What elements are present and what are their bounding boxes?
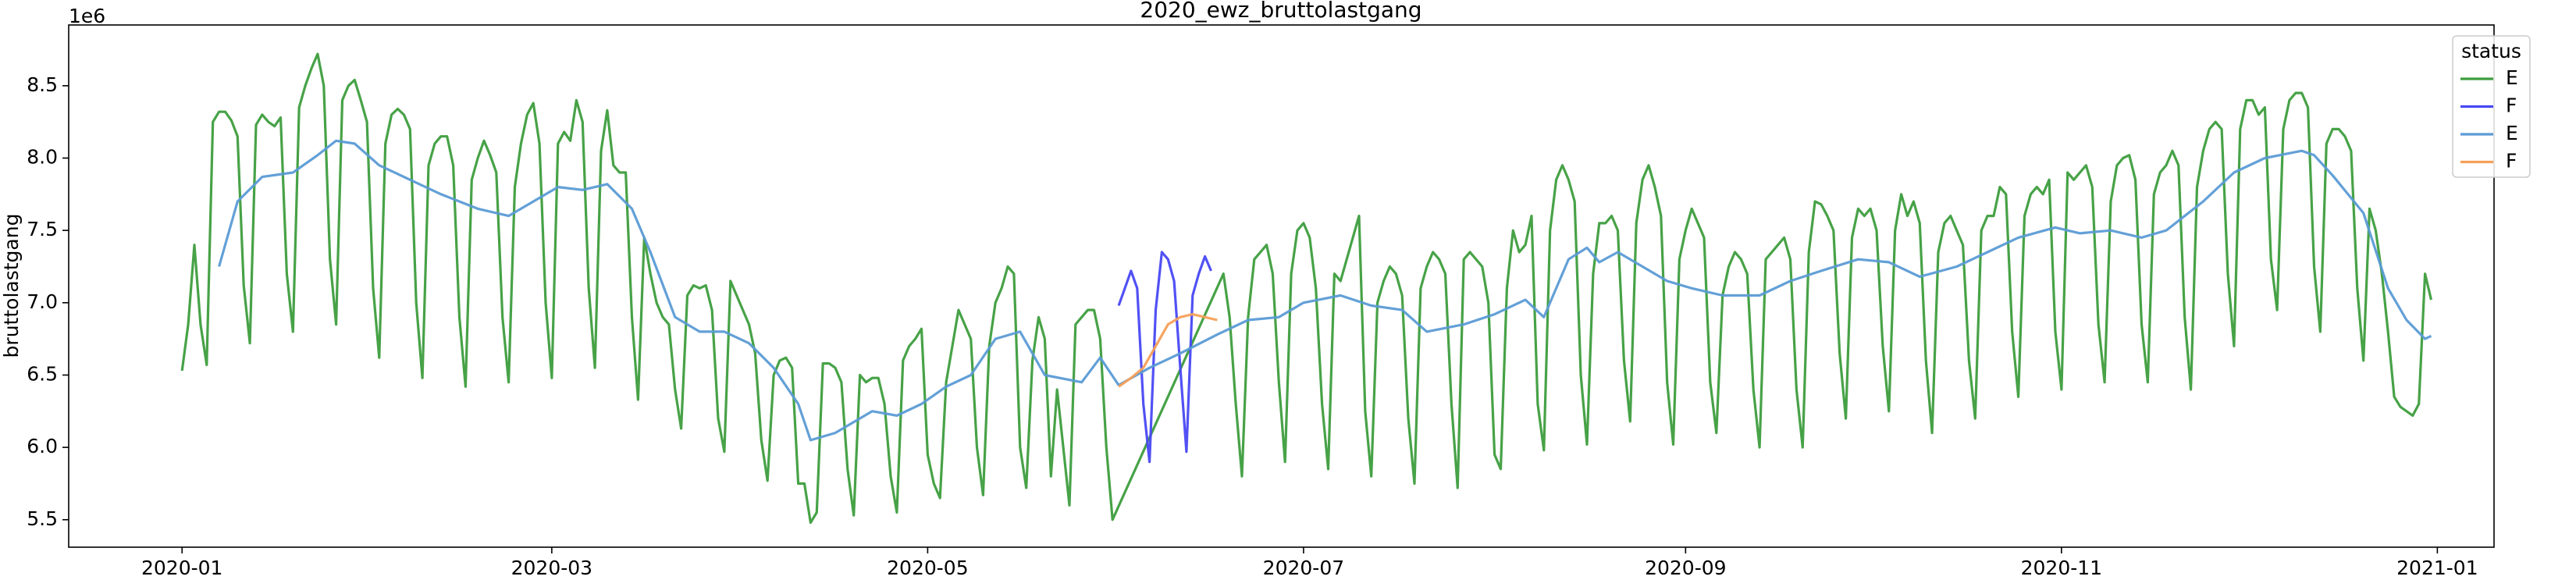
x-tick-label: 2020-09 bbox=[1645, 557, 1726, 579]
y-tick-label: 6.5 bbox=[27, 362, 58, 385]
x-tick-label: 2020-07 bbox=[1263, 557, 1344, 579]
series-line bbox=[1117, 251, 1212, 464]
x-tick-label: 2020-11 bbox=[2021, 557, 2102, 579]
x-tick-label: 2020-05 bbox=[887, 557, 968, 579]
axes-frame bbox=[68, 24, 2495, 548]
legend-label: E bbox=[2506, 66, 2518, 89]
y-axis-label: bruttolastgang bbox=[0, 214, 23, 358]
series-line bbox=[180, 52, 2433, 525]
chart-title: 2020_ewz_bruttolastgang bbox=[1140, 0, 1421, 23]
legend-title: status bbox=[2461, 40, 2521, 62]
y-tick-label: 6.0 bbox=[27, 435, 58, 457]
x-tick-label: 2021-01 bbox=[2396, 557, 2478, 579]
y-tick-label: 8.5 bbox=[27, 73, 58, 96]
x-tick-label: 2020-01 bbox=[141, 557, 222, 579]
legend-label: F bbox=[2506, 150, 2517, 173]
y-tick-label: 8.0 bbox=[27, 145, 58, 168]
y-tick-label: 7.5 bbox=[27, 218, 58, 240]
legend-label: E bbox=[2506, 122, 2518, 144]
y-tick-label: 5.5 bbox=[27, 507, 58, 530]
series-line bbox=[218, 139, 2432, 442]
plot-area bbox=[180, 52, 2433, 525]
y-offset-label: 1e6 bbox=[69, 5, 105, 27]
series-line bbox=[1118, 313, 1218, 388]
y-tick-label: 7.0 bbox=[27, 290, 58, 313]
x-tick-label: 2020-03 bbox=[511, 557, 592, 579]
legend-label: F bbox=[2506, 94, 2517, 117]
